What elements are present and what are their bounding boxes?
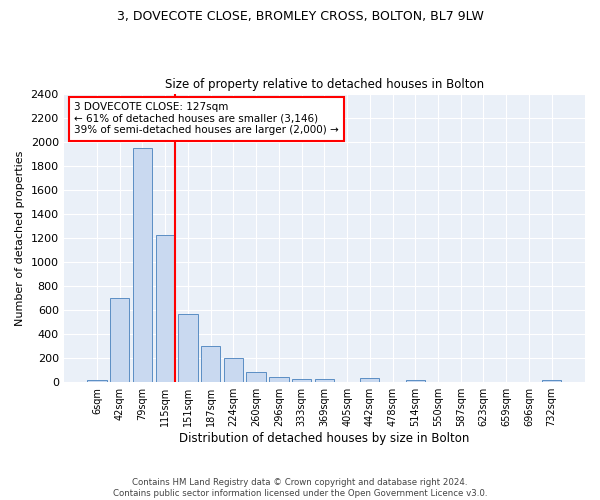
Bar [247, 372, 266, 382]
Bar [269, 378, 289, 382]
Bar [110, 298, 130, 382]
Bar [201, 346, 220, 382]
Y-axis label: Number of detached properties: Number of detached properties [15, 150, 25, 326]
Bar [88, 380, 107, 382]
Bar [224, 358, 243, 382]
X-axis label: Distribution of detached houses by size in Bolton: Distribution of detached houses by size … [179, 432, 470, 445]
Bar [542, 380, 562, 382]
Bar [314, 378, 334, 382]
Bar [133, 148, 152, 382]
Text: 3, DOVECOTE CLOSE, BROMLEY CROSS, BOLTON, BL7 9LW: 3, DOVECOTE CLOSE, BROMLEY CROSS, BOLTON… [116, 10, 484, 23]
Bar [155, 236, 175, 382]
Text: Contains HM Land Registry data © Crown copyright and database right 2024.
Contai: Contains HM Land Registry data © Crown c… [113, 478, 487, 498]
Bar [292, 378, 311, 382]
Bar [178, 314, 197, 382]
Text: 3 DOVECOTE CLOSE: 127sqm
← 61% of detached houses are smaller (3,146)
39% of sem: 3 DOVECOTE CLOSE: 127sqm ← 61% of detach… [74, 102, 339, 136]
Bar [360, 378, 379, 382]
Bar [406, 380, 425, 382]
Title: Size of property relative to detached houses in Bolton: Size of property relative to detached ho… [165, 78, 484, 91]
